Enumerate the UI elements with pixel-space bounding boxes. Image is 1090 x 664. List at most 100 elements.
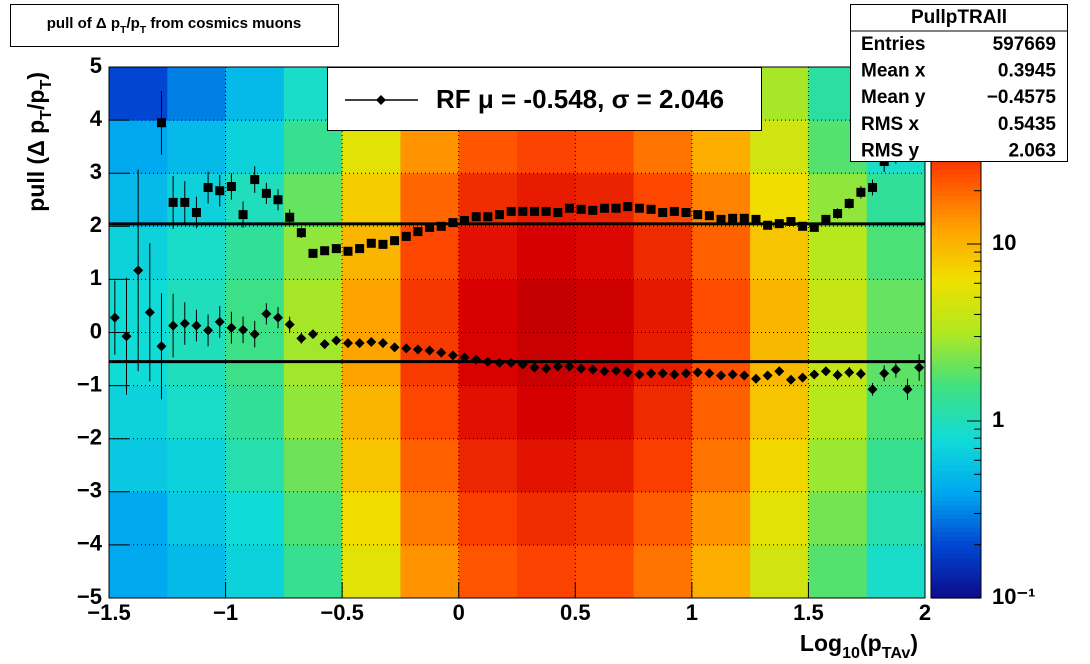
stats-title: PullpTRAll (911, 7, 1007, 28)
color-bar-step (931, 589, 981, 595)
chart-title: pull of Δ pT/pT from cosmics muons (47, 15, 302, 36)
text-part: ) (23, 72, 49, 80)
color-bar-step (931, 297, 981, 303)
stats-box (850, 4, 1068, 162)
data-point (809, 222, 819, 232)
x-tick-label: 2 (919, 600, 931, 625)
color-bar-step (931, 235, 981, 241)
color-bar-step (931, 244, 981, 250)
heat-cell (225, 438, 285, 493)
data-point (576, 204, 586, 214)
heat-cell (458, 385, 518, 440)
color-bar-step (931, 186, 981, 192)
color-bar-step (931, 425, 981, 431)
x-tick-label: −1.5 (87, 600, 130, 625)
heat-cell (691, 544, 751, 599)
color-bar-step (931, 407, 981, 413)
heat-cell (517, 438, 576, 493)
heat-cell (517, 173, 576, 227)
data-point (646, 204, 656, 214)
heat-cell (808, 491, 868, 546)
data-point (459, 352, 470, 363)
data-point (226, 322, 237, 333)
data-point (797, 372, 808, 383)
heat-cell (225, 544, 285, 599)
data-point (319, 339, 330, 350)
data-point (856, 187, 866, 197)
data-point (285, 212, 295, 222)
color-bar-step (931, 558, 981, 564)
stats-value: 2.063 (1008, 140, 1056, 161)
data-point (785, 374, 796, 385)
color-bar-step (931, 261, 981, 267)
data-point (890, 364, 901, 375)
data-point (261, 308, 272, 319)
data-point (879, 368, 890, 379)
data-point (412, 344, 423, 355)
y-tick-label: 4 (90, 106, 103, 131)
heat-cell (691, 491, 751, 546)
color-bar-step (931, 367, 981, 373)
color-bar-step (931, 270, 981, 276)
data-point (366, 238, 376, 248)
y-tick-label: 0 (90, 318, 102, 343)
data-point (273, 195, 283, 205)
color-bar-step (931, 217, 981, 223)
heat-cell (575, 279, 635, 333)
stats-name: RMS x (861, 114, 920, 135)
data-point (529, 362, 540, 373)
data-point (576, 363, 587, 374)
heat-cell (517, 544, 576, 599)
color-bar-step (931, 421, 981, 427)
data-point (249, 329, 260, 340)
data-point (389, 342, 400, 353)
color-bar-step (931, 575, 981, 581)
data-point (377, 338, 388, 349)
color-bar-step (931, 509, 981, 515)
heat-cell (808, 438, 868, 493)
data-point (669, 206, 679, 216)
heat-cell (283, 385, 343, 440)
data-point (506, 206, 516, 216)
data-point (716, 370, 726, 381)
data-point (296, 228, 306, 238)
x-tick-label: −0.5 (320, 600, 363, 625)
stats-value: 0.3945 (998, 61, 1057, 82)
color-bar-step (931, 204, 981, 210)
heat-cell (691, 385, 751, 440)
data-point (553, 207, 563, 217)
color-bar-step (931, 553, 981, 559)
data-point (168, 320, 179, 331)
heat-cell (575, 332, 635, 387)
x-tick-label: 0 (453, 600, 465, 625)
data-point (541, 206, 551, 216)
heat-cell (342, 544, 401, 599)
color-bar-step (931, 487, 981, 493)
heat-cell (633, 173, 693, 227)
color-bar-step (931, 190, 981, 196)
text-part: T (37, 80, 55, 90)
color-bar-step (931, 279, 981, 285)
data-point (599, 203, 609, 213)
data-point (564, 361, 575, 372)
color-bar-step (931, 482, 981, 488)
heat-cell (808, 226, 868, 280)
heat-cell (225, 226, 285, 280)
heat-cell (517, 491, 576, 546)
data-point (133, 265, 144, 276)
heat-cell (400, 279, 460, 333)
data-point (844, 198, 854, 208)
color-bar-step (931, 336, 981, 342)
color-bar-step (931, 319, 981, 325)
color-bar-step (931, 381, 981, 387)
data-point (622, 367, 633, 378)
color-bar-step (931, 398, 981, 404)
color-bar-step (931, 429, 981, 435)
color-bar-step (931, 390, 981, 396)
color-bar-step (931, 195, 981, 201)
data-point (704, 211, 714, 221)
data-point (296, 333, 307, 344)
stats-name: Entries (861, 34, 925, 55)
data-point (203, 183, 213, 193)
